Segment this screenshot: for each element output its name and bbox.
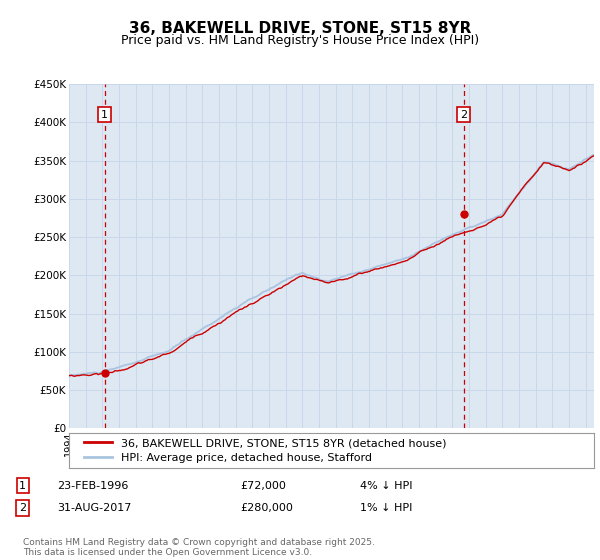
Text: 31-AUG-2017: 31-AUG-2017 [57,503,131,513]
Text: 2: 2 [460,110,467,120]
Text: 2: 2 [19,503,26,513]
Text: 1: 1 [101,110,108,120]
Text: 1: 1 [19,480,26,491]
Text: 36, BAKEWELL DRIVE, STONE, ST15 8YR: 36, BAKEWELL DRIVE, STONE, ST15 8YR [129,21,471,36]
Text: Price paid vs. HM Land Registry's House Price Index (HPI): Price paid vs. HM Land Registry's House … [121,34,479,46]
Legend: 36, BAKEWELL DRIVE, STONE, ST15 8YR (detached house), HPI: Average price, detach: 36, BAKEWELL DRIVE, STONE, ST15 8YR (det… [80,433,451,468]
Text: 23-FEB-1996: 23-FEB-1996 [57,480,128,491]
Text: 4% ↓ HPI: 4% ↓ HPI [360,480,413,491]
Text: 1% ↓ HPI: 1% ↓ HPI [360,503,412,513]
Text: £280,000: £280,000 [240,503,293,513]
Text: Contains HM Land Registry data © Crown copyright and database right 2025.
This d: Contains HM Land Registry data © Crown c… [23,538,374,557]
Text: £72,000: £72,000 [240,480,286,491]
